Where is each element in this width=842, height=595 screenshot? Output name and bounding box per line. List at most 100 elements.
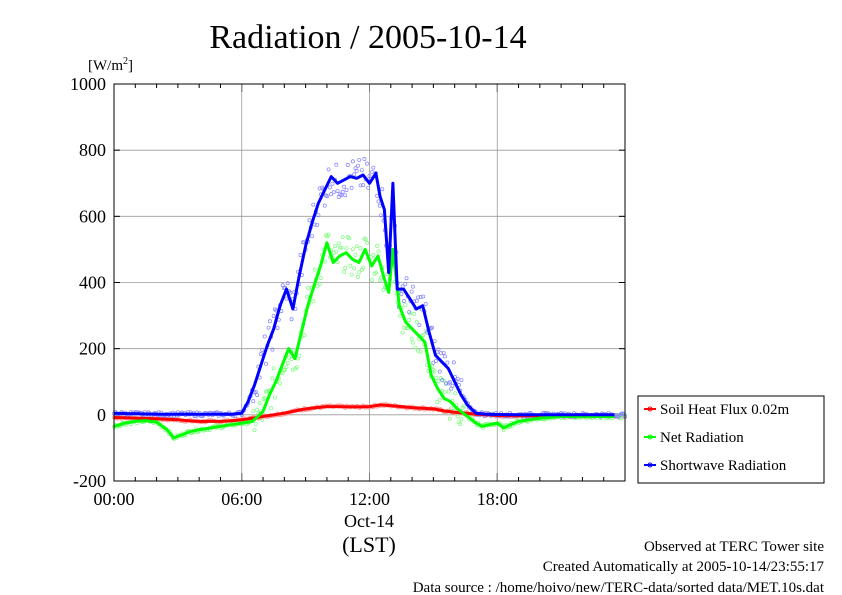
scatter-point <box>349 272 354 277</box>
x-tick-label: 06:00 <box>221 489 262 509</box>
scatter-point <box>350 159 355 164</box>
scatter-point <box>379 213 383 218</box>
series-line <box>113 241 615 440</box>
scatter-point <box>339 193 344 198</box>
scatter-point <box>410 284 415 289</box>
chart-title: Radiation / 2005-10-14 <box>209 19 526 56</box>
scatter-point <box>436 379 441 384</box>
scatter-point <box>444 381 449 386</box>
scatter-point <box>375 243 380 248</box>
scatter-point <box>322 259 327 264</box>
scatter-point <box>350 247 355 252</box>
scatter-point <box>334 249 339 254</box>
scatter-point <box>306 285 311 290</box>
y-tick-label: 600 <box>79 206 106 226</box>
scatter-point <box>412 311 417 316</box>
scatter-point <box>327 185 332 190</box>
scatter-point <box>414 298 419 303</box>
scatter-point <box>342 184 346 189</box>
scatter-point <box>325 194 330 199</box>
scatter-point <box>370 170 375 174</box>
scatter-point <box>409 336 414 341</box>
scatter-point <box>335 189 340 194</box>
scatter-point <box>255 407 260 412</box>
scatter-point <box>358 183 363 188</box>
scatter-point <box>439 351 443 356</box>
scatter-point <box>271 366 276 371</box>
scatter-point <box>356 274 360 279</box>
scatter-point <box>340 189 345 194</box>
legend-label: Soil Heat Flux 0.02m <box>660 402 790 418</box>
scatter-point <box>421 294 426 299</box>
scatter-point <box>326 167 331 172</box>
scatter-point <box>376 199 381 204</box>
footer-created: Created Automatically at 2005-10-14/23:5… <box>543 559 825 575</box>
scatter-point <box>421 333 426 338</box>
scatter-point <box>319 276 323 281</box>
scatter-point <box>376 249 381 254</box>
scatter-point <box>442 354 447 359</box>
footer-source: Data source : /home/hoivo/new/TERC-data/… <box>413 580 825 595</box>
scatter-point <box>251 409 256 414</box>
y-tick-label: 400 <box>79 273 106 293</box>
scatter-point <box>275 325 280 330</box>
scatter-point <box>459 417 464 422</box>
scatter-point <box>311 202 316 207</box>
x-date-label: Oct-14 <box>344 511 394 531</box>
scatter-point <box>432 369 437 374</box>
scatter-point <box>362 157 367 161</box>
scatter-point <box>269 406 274 411</box>
scatter-point <box>357 157 362 162</box>
y-tick-label: -200 <box>73 471 106 491</box>
series-line <box>113 171 615 417</box>
x-tick-label: 18:00 <box>477 489 518 509</box>
legend-label: Shortwave Radiation <box>660 458 787 474</box>
scatter-point <box>329 192 334 197</box>
scatter-point <box>435 400 440 405</box>
scatter-point <box>451 360 456 365</box>
x-axis-label: (LST) <box>342 532 396 557</box>
scatter-point <box>353 252 358 257</box>
scatter-point <box>409 289 414 294</box>
scatter-point <box>289 357 294 362</box>
legend-box <box>637 395 825 484</box>
scatter-point <box>371 165 376 170</box>
scatter-point <box>462 404 466 409</box>
scatter-point <box>257 401 262 406</box>
scatter-point <box>455 414 460 419</box>
scatter-point <box>315 222 320 227</box>
scatter-point <box>302 333 307 338</box>
scatter-point <box>430 325 435 330</box>
scatter-point <box>252 428 257 433</box>
series-lines <box>113 171 615 440</box>
scatter-point <box>260 348 265 352</box>
scatter-point <box>352 266 357 271</box>
scatter-point <box>284 296 289 301</box>
scatter-point <box>310 234 314 239</box>
scatter-point <box>326 232 331 237</box>
scatter-point <box>418 349 423 354</box>
scatter-point <box>453 391 458 396</box>
scatter-point <box>356 163 360 168</box>
scatter-point <box>278 381 283 386</box>
scatter-point <box>347 236 352 241</box>
scatter-point <box>416 295 420 300</box>
scatter-point <box>284 365 289 369</box>
scatter-point <box>433 359 438 364</box>
scatter-point <box>370 278 375 282</box>
scatter-point <box>459 378 464 383</box>
scatter-point <box>403 302 408 307</box>
scatter-point <box>432 339 437 344</box>
scatter-point <box>433 375 438 380</box>
legend-marker <box>647 434 653 440</box>
scatter-point <box>342 269 346 274</box>
scatter-point <box>455 376 460 381</box>
scatter-point <box>380 187 385 192</box>
scatter-point <box>436 347 441 352</box>
scatter-point <box>448 416 452 421</box>
scatter-point <box>361 183 366 187</box>
scatter-point <box>317 186 322 191</box>
scatter-point <box>367 173 372 178</box>
scatter-point <box>333 244 337 249</box>
